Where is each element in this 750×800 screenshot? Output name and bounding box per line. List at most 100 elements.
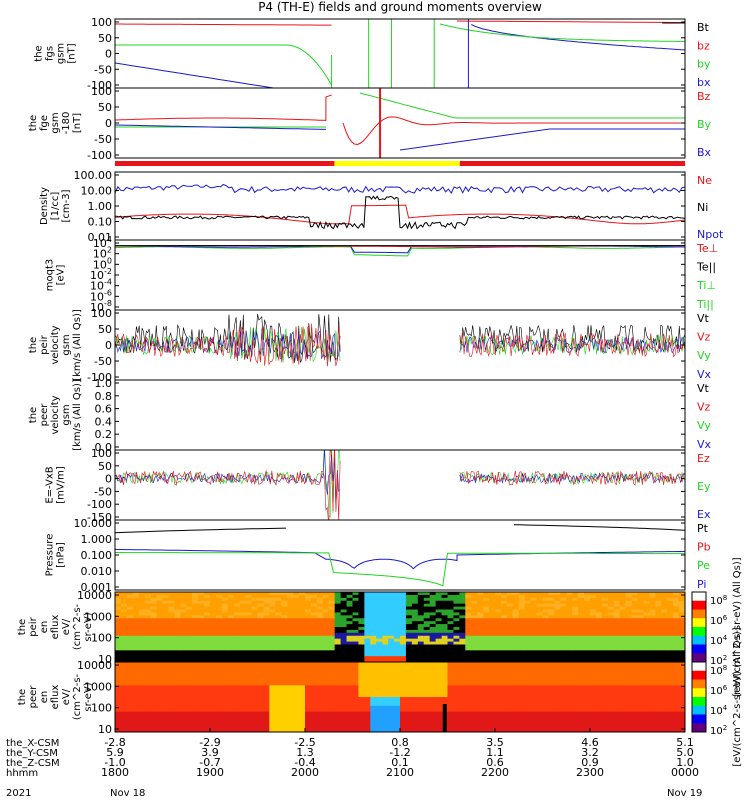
peer_spectrogram-cell	[607, 691, 615, 695]
peir_spectrogram-cell	[115, 597, 122, 602]
peer_spectrogram-cell	[144, 720, 152, 724]
peir_spectrogram-cell	[215, 632, 223, 637]
peir_spectrogram-cell	[245, 624, 253, 628]
peer_spectrogram-cell	[613, 729, 621, 732]
peer_spectrogram-cell	[423, 723, 431, 727]
peir_spectrogram-cell	[489, 635, 496, 640]
peir_spectrogram-cell	[293, 641, 300, 646]
peer_spectrogram-cell	[649, 717, 656, 721]
peir_spectrogram-cell	[364, 624, 371, 628]
panel-density: Density [1/cc] [cm-3]100.0010.001.000.100.…	[39, 169, 724, 244]
peir_spectrogram-cell	[631, 615, 639, 619]
peir_spectrogram-cell	[566, 609, 573, 614]
peir_spectrogram-cell	[405, 600, 413, 605]
peir_spectrogram-cell	[287, 659, 294, 662]
peer_spectrogram-cell	[417, 673, 425, 678]
peir_spectrogram-cell	[215, 627, 223, 631]
peer_spectrogram-cell	[215, 685, 223, 689]
peer_spectrogram-cell	[239, 679, 247, 684]
peer_spectrogram-cell	[394, 694, 401, 698]
peir_spectrogram-cell	[310, 600, 318, 605]
peir_spectrogram-cell	[590, 638, 597, 643]
peer_spectrogram-cell	[512, 697, 520, 701]
peer_spectrogram-cell	[405, 714, 413, 719]
peir_spectrogram-cell	[661, 621, 668, 625]
peir_spectrogram-cell	[441, 644, 449, 649]
peer_spectrogram-cell	[346, 723, 354, 727]
peir_spectrogram-cell	[227, 594, 235, 599]
peir_spectrogram-cell	[352, 592, 360, 596]
peer_spectrogram-cell	[150, 697, 158, 701]
peer_spectrogram-cell	[459, 726, 466, 730]
peer_spectrogram-cell	[215, 726, 223, 730]
xaxis-value: 2100	[386, 766, 414, 779]
peir_spectrogram-cell	[601, 644, 609, 649]
peir_spectrogram-cell	[500, 647, 508, 651]
peer_spectrogram-cell	[518, 662, 526, 666]
peer_spectrogram-cell	[548, 717, 555, 721]
peir_spectrogram-cell	[180, 638, 187, 643]
peir_spectrogram-cell	[156, 644, 164, 649]
peir_spectrogram-cell	[572, 650, 579, 654]
peer_spectrogram-cell	[388, 697, 395, 701]
peir_spectrogram-cell	[560, 609, 567, 614]
peir_spectrogram-cell	[613, 656, 621, 660]
peer_spectrogram-cell	[661, 676, 668, 681]
peer_spectrogram-cell	[316, 676, 324, 681]
peir_spectrogram-cell	[411, 638, 419, 643]
peir_spectrogram-cell	[524, 641, 532, 646]
peer_spectrogram-cell	[382, 729, 389, 732]
peer_spectrogram-cell	[156, 720, 164, 724]
peer_spectrogram-cell	[637, 729, 645, 732]
peir_spectrogram-cell	[287, 597, 294, 602]
temperature-legend-Te⊥: Te⊥	[696, 242, 718, 255]
peer_spectrogram-cell	[316, 729, 324, 732]
peir_spectrogram-cell	[382, 592, 389, 596]
peer_spectrogram-cell	[447, 685, 455, 689]
peer_spectrogram-cell	[435, 705, 443, 710]
peir_spectrogram-cell	[447, 627, 455, 631]
peer_spectrogram-cell	[673, 679, 680, 684]
peer_spectrogram-cell	[334, 702, 342, 707]
peir_spectrogram-cell	[542, 641, 550, 646]
peer_spectrogram-cell	[625, 717, 633, 721]
peir_spectrogram-cell	[453, 650, 460, 654]
peer_spectrogram-cell	[536, 688, 544, 692]
peir_spectrogram-cell	[382, 609, 389, 614]
peer_spectrogram-cell	[257, 708, 265, 713]
peer_spectrogram-cell	[560, 705, 567, 710]
peir_spectrogram-cell	[411, 624, 419, 628]
peer_spectrogram-cell	[340, 697, 348, 701]
peer_spectrogram-cell	[495, 714, 502, 719]
peer_spectrogram-cell	[566, 708, 573, 713]
peir_spectrogram-cell	[293, 621, 300, 625]
peer_spectrogram-cell	[162, 694, 170, 698]
peir_spectrogram-cell	[566, 594, 573, 599]
peer_spectrogram-cell	[655, 697, 662, 701]
fge-bz-line	[115, 94, 332, 121]
peer_spectrogram-cell	[667, 682, 674, 686]
peir_spectrogram-cell	[495, 638, 502, 643]
fgs-by-line-2	[439, 23, 685, 42]
peer_spectrogram-cell	[144, 676, 152, 681]
peer_spectrogram-colorbar-band	[692, 714, 706, 724]
peer_spectrogram-cell	[227, 711, 235, 716]
peir_spectrogram-cell	[518, 618, 526, 622]
peir_spectrogram-cell	[673, 594, 680, 599]
peir_spectrogram-cell	[495, 603, 502, 608]
peer_spectrogram-cell	[263, 670, 270, 675]
peer_spectrogram-cell	[186, 726, 193, 730]
peir_spectrogram-cell	[316, 600, 324, 605]
peir_spectrogram-cell	[477, 606, 484, 611]
peir_spectrogram-cell	[495, 606, 502, 611]
peer_spectrogram-cell	[251, 679, 259, 684]
peir_spectrogram-cell	[174, 615, 181, 619]
peir_spectrogram-cell	[548, 659, 555, 662]
peir_spectrogram-colorbar-band	[692, 635, 706, 645]
peer_spectrogram-cell	[584, 688, 591, 692]
peir_spectrogram-cell	[411, 600, 419, 605]
peir_spectrogram-cell	[180, 597, 187, 602]
peer_spectrogram-cell	[679, 662, 685, 666]
peer_spectrogram-cell	[477, 685, 484, 689]
peir_spectrogram-cell	[679, 615, 685, 619]
